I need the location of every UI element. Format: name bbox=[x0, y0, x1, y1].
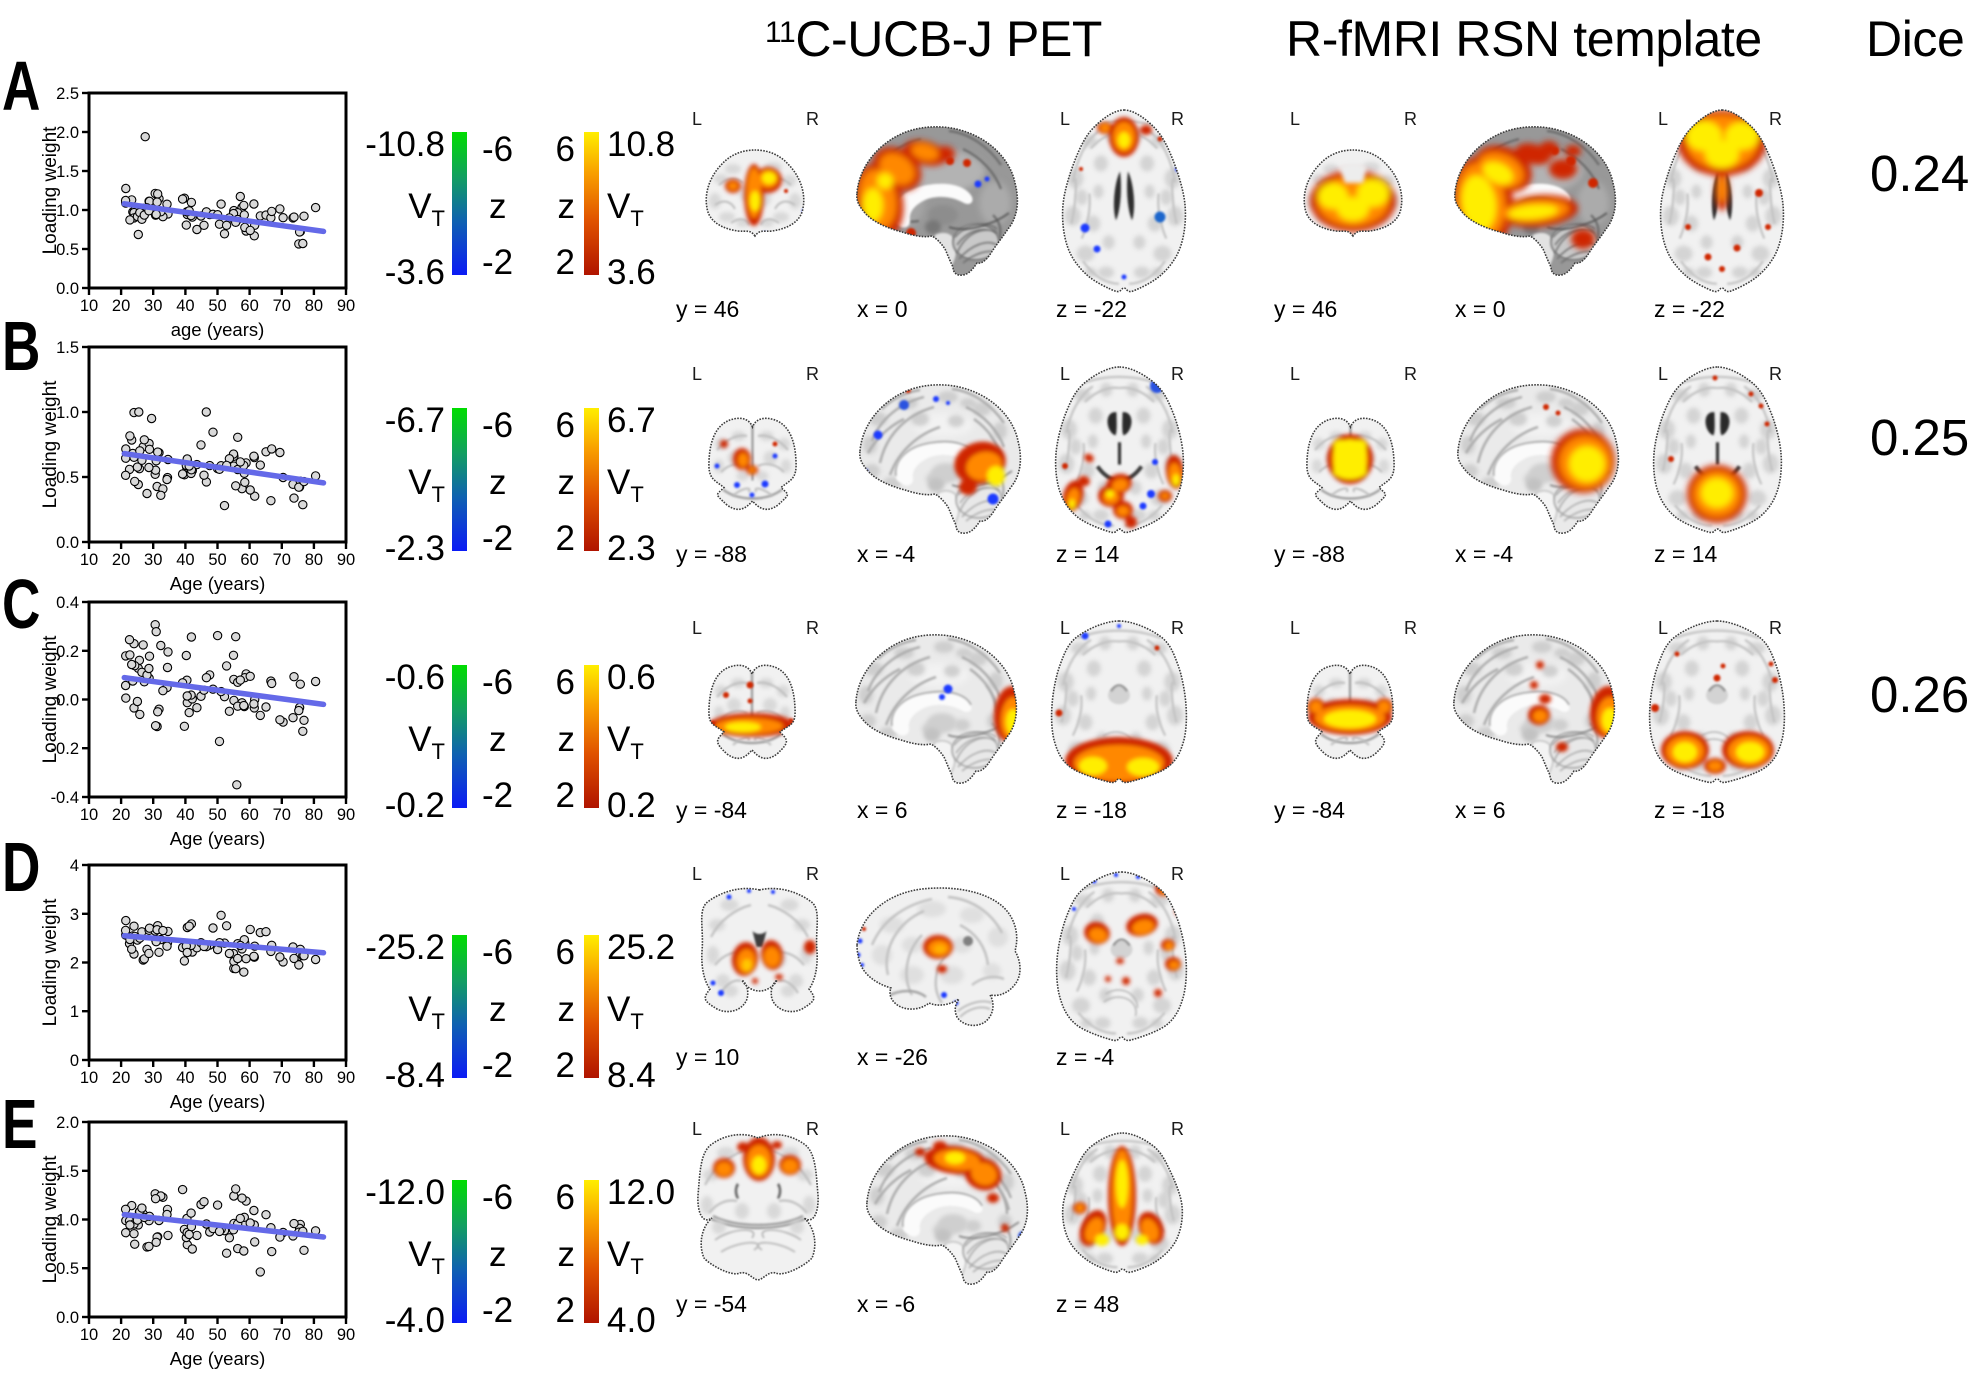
svg-text:Age (years): Age (years) bbox=[170, 828, 266, 849]
svg-text:60: 60 bbox=[240, 1069, 258, 1087]
svg-text:10: 10 bbox=[80, 806, 98, 824]
svg-text:40: 40 bbox=[176, 1069, 194, 1087]
svg-text:Age (years): Age (years) bbox=[170, 573, 266, 594]
svg-text:age (years): age (years) bbox=[171, 319, 265, 340]
svg-text:50: 50 bbox=[208, 1326, 226, 1344]
svg-text:50: 50 bbox=[208, 551, 226, 569]
svg-text:0.5: 0.5 bbox=[56, 1260, 79, 1278]
svg-text:1.0: 1.0 bbox=[56, 202, 79, 220]
svg-text:10: 10 bbox=[80, 551, 98, 569]
svg-text:10: 10 bbox=[80, 1326, 98, 1344]
svg-text:Loading weight: Loading weight bbox=[40, 1155, 61, 1284]
svg-text:2.0: 2.0 bbox=[56, 124, 79, 142]
svg-text:1: 1 bbox=[70, 1003, 79, 1021]
svg-text:0: 0 bbox=[70, 1052, 79, 1070]
svg-text:Loading weight: Loading weight bbox=[40, 380, 61, 509]
svg-text:80: 80 bbox=[305, 806, 323, 824]
svg-text:Loading weight: Loading weight bbox=[40, 898, 61, 1027]
svg-text:70: 70 bbox=[273, 297, 291, 315]
svg-text:3: 3 bbox=[70, 906, 79, 924]
svg-text:90: 90 bbox=[337, 551, 355, 569]
svg-text:0.2: 0.2 bbox=[56, 643, 79, 661]
svg-text:80: 80 bbox=[305, 551, 323, 569]
svg-text:0.0: 0.0 bbox=[56, 692, 79, 710]
svg-text:10: 10 bbox=[80, 297, 98, 315]
svg-text:70: 70 bbox=[273, 806, 291, 824]
svg-text:70: 70 bbox=[273, 1326, 291, 1344]
svg-text:90: 90 bbox=[337, 806, 355, 824]
svg-text:80: 80 bbox=[305, 1069, 323, 1087]
svg-text:0.5: 0.5 bbox=[56, 241, 79, 259]
svg-text:60: 60 bbox=[240, 551, 258, 569]
svg-text:1.5: 1.5 bbox=[56, 339, 79, 357]
svg-text:50: 50 bbox=[208, 297, 226, 315]
svg-text:60: 60 bbox=[240, 1326, 258, 1344]
svg-text:0.0: 0.0 bbox=[56, 534, 79, 552]
svg-text:0.0: 0.0 bbox=[56, 280, 79, 298]
svg-text:80: 80 bbox=[305, 297, 323, 315]
svg-text:Age (years): Age (years) bbox=[170, 1348, 266, 1369]
svg-text:0.5: 0.5 bbox=[56, 469, 79, 487]
svg-text:1.0: 1.0 bbox=[56, 1212, 79, 1230]
svg-text:-0.4: -0.4 bbox=[51, 789, 79, 807]
svg-text:2.5: 2.5 bbox=[56, 85, 79, 103]
svg-text:1.0: 1.0 bbox=[56, 404, 79, 422]
svg-text:-0.2: -0.2 bbox=[51, 740, 79, 758]
svg-text:70: 70 bbox=[273, 1069, 291, 1087]
svg-text:0.0: 0.0 bbox=[56, 1309, 79, 1327]
svg-text:40: 40 bbox=[176, 551, 194, 569]
svg-text:40: 40 bbox=[176, 297, 194, 315]
svg-text:20: 20 bbox=[112, 806, 130, 824]
svg-text:60: 60 bbox=[240, 806, 258, 824]
svg-text:Loading weight: Loading weight bbox=[40, 126, 61, 255]
svg-text:30: 30 bbox=[144, 806, 162, 824]
svg-text:80: 80 bbox=[305, 1326, 323, 1344]
svg-text:50: 50 bbox=[208, 1069, 226, 1087]
svg-text:30: 30 bbox=[144, 1326, 162, 1344]
svg-text:40: 40 bbox=[176, 1326, 194, 1344]
svg-text:20: 20 bbox=[112, 551, 130, 569]
svg-text:20: 20 bbox=[112, 1326, 130, 1344]
svg-text:1.5: 1.5 bbox=[56, 163, 79, 181]
svg-text:10: 10 bbox=[80, 1069, 98, 1087]
svg-text:30: 30 bbox=[144, 297, 162, 315]
svg-text:Loading weight: Loading weight bbox=[40, 635, 61, 764]
svg-text:50: 50 bbox=[208, 806, 226, 824]
svg-text:90: 90 bbox=[337, 1069, 355, 1087]
svg-text:20: 20 bbox=[112, 1069, 130, 1087]
svg-text:60: 60 bbox=[240, 297, 258, 315]
svg-text:1.5: 1.5 bbox=[56, 1163, 79, 1181]
svg-text:2: 2 bbox=[70, 955, 79, 973]
svg-text:0.4: 0.4 bbox=[56, 594, 79, 612]
svg-text:90: 90 bbox=[337, 297, 355, 315]
svg-text:40: 40 bbox=[176, 806, 194, 824]
svg-text:4: 4 bbox=[70, 857, 79, 875]
svg-text:70: 70 bbox=[273, 551, 291, 569]
svg-text:Age (years): Age (years) bbox=[170, 1091, 266, 1112]
svg-text:30: 30 bbox=[144, 551, 162, 569]
svg-text:90: 90 bbox=[337, 1326, 355, 1344]
svg-text:2.0: 2.0 bbox=[56, 1114, 79, 1132]
svg-text:30: 30 bbox=[144, 1069, 162, 1087]
svg-text:20: 20 bbox=[112, 297, 130, 315]
